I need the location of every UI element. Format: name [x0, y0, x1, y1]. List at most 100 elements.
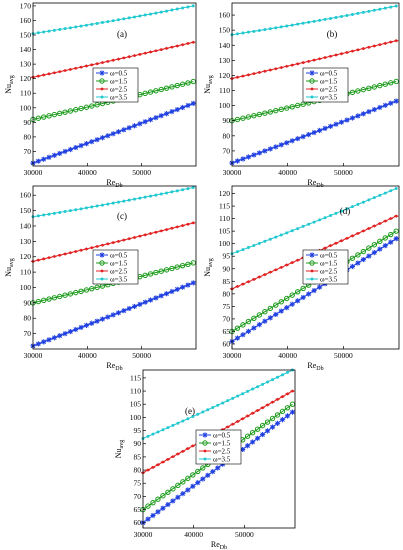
series-marker	[181, 188, 185, 192]
series-marker	[89, 63, 95, 67]
series-marker	[58, 28, 62, 32]
legend-marker	[310, 95, 314, 99]
series-marker	[142, 90, 148, 97]
series-marker	[260, 406, 265, 410]
series-marker	[377, 104, 383, 111]
series-marker	[169, 226, 175, 230]
legend-entry: ω=2.5	[320, 268, 338, 276]
series-marker	[269, 424, 276, 430]
series-marker	[290, 389, 295, 393]
series-marker	[131, 303, 138, 310]
series-marker	[78, 105, 84, 112]
series-marker	[190, 444, 196, 448]
series-marker	[256, 111, 263, 118]
series-marker	[200, 465, 206, 471]
series-marker	[322, 55, 328, 60]
series-marker	[349, 89, 356, 96]
series-marker	[100, 203, 104, 207]
series-marker	[349, 115, 356, 121]
series-marker	[262, 69, 268, 73]
series-marker	[36, 214, 40, 218]
series-marker	[284, 295, 290, 302]
series-marker	[186, 417, 190, 421]
legend-entry: ω=3.5	[110, 276, 128, 284]
series-marker	[89, 246, 95, 250]
series-marker	[235, 250, 239, 254]
series-marker	[246, 73, 251, 77]
y-axis-label: Nuavg	[203, 75, 214, 93]
series-marker	[306, 59, 312, 63]
chart-panel: 30000 40000 50000 70 80 90 100 110 120 130 140 150 1…	[4, 185, 197, 372]
series-marker	[267, 146, 273, 152]
series-marker	[393, 39, 399, 43]
series-marker	[344, 236, 350, 240]
series-marker	[246, 30, 250, 34]
series-marker	[190, 221, 196, 225]
series-marker	[345, 207, 349, 211]
series-marker	[160, 460, 166, 464]
chart-panel: 30000 40000 50000 60 65 70 75 80 85 90 95 100 105 110…	[203, 185, 400, 372]
series-marker	[147, 117, 154, 123]
series-marker	[158, 86, 164, 93]
series-marker	[121, 127, 127, 133]
series-marker	[278, 308, 284, 314]
series-marker	[349, 255, 356, 261]
series-marker	[179, 81, 186, 87]
series-marker	[262, 148, 268, 154]
legend: ω=0.5ω=1.5ω=2.5ω=3.5	[92, 249, 139, 285]
series-marker	[169, 109, 175, 115]
series-marker	[174, 225, 180, 229]
series-marker	[95, 21, 99, 25]
series-marker	[274, 412, 281, 418]
series-marker	[35, 115, 42, 121]
series-marker	[355, 113, 361, 119]
series-marker	[234, 335, 241, 341]
y-tick-label: 100	[219, 101, 231, 110]
series-marker	[79, 207, 83, 211]
y-tick-label: 80	[134, 466, 142, 475]
series-marker	[245, 443, 251, 449]
series-marker	[78, 143, 84, 149]
series-marker	[339, 52, 344, 56]
series-marker	[158, 48, 164, 52]
series-marker	[344, 117, 350, 123]
series-marker	[90, 205, 94, 209]
series-marker	[256, 150, 262, 156]
series-marker	[190, 40, 196, 44]
series-marker	[360, 86, 367, 93]
series-marker	[195, 468, 201, 475]
series-marker	[35, 298, 42, 305]
series-marker	[63, 27, 67, 31]
series-marker	[79, 24, 83, 28]
series-marker	[42, 213, 46, 217]
legend-marker	[99, 87, 105, 91]
series-marker	[366, 245, 372, 251]
legend-entry: ω=3.5	[110, 94, 128, 102]
series-marker	[35, 341, 41, 347]
series-marker	[115, 310, 122, 316]
series-marker	[201, 410, 205, 414]
series-marker	[73, 249, 79, 254]
series-marker	[179, 284, 186, 290]
y-tick-label: 80	[223, 131, 231, 140]
series-marker	[301, 224, 305, 228]
series-marker	[94, 137, 100, 143]
y-tick-label: 140	[20, 221, 32, 230]
series-marker	[245, 318, 252, 325]
series-marker	[356, 202, 360, 206]
series-marker	[382, 41, 388, 45]
series-marker	[296, 22, 300, 26]
legend-marker	[202, 449, 208, 453]
series-marker	[149, 12, 153, 16]
legend-marker	[99, 252, 105, 258]
series-marker	[57, 110, 63, 117]
series-marker	[42, 30, 46, 34]
series-marker	[251, 325, 257, 331]
series-marker	[175, 452, 181, 456]
series-marker	[185, 475, 191, 482]
series-marker	[382, 219, 388, 223]
series-marker	[279, 417, 286, 423]
series-marker	[185, 80, 191, 86]
series-marker	[133, 15, 137, 19]
series-marker	[371, 106, 377, 113]
